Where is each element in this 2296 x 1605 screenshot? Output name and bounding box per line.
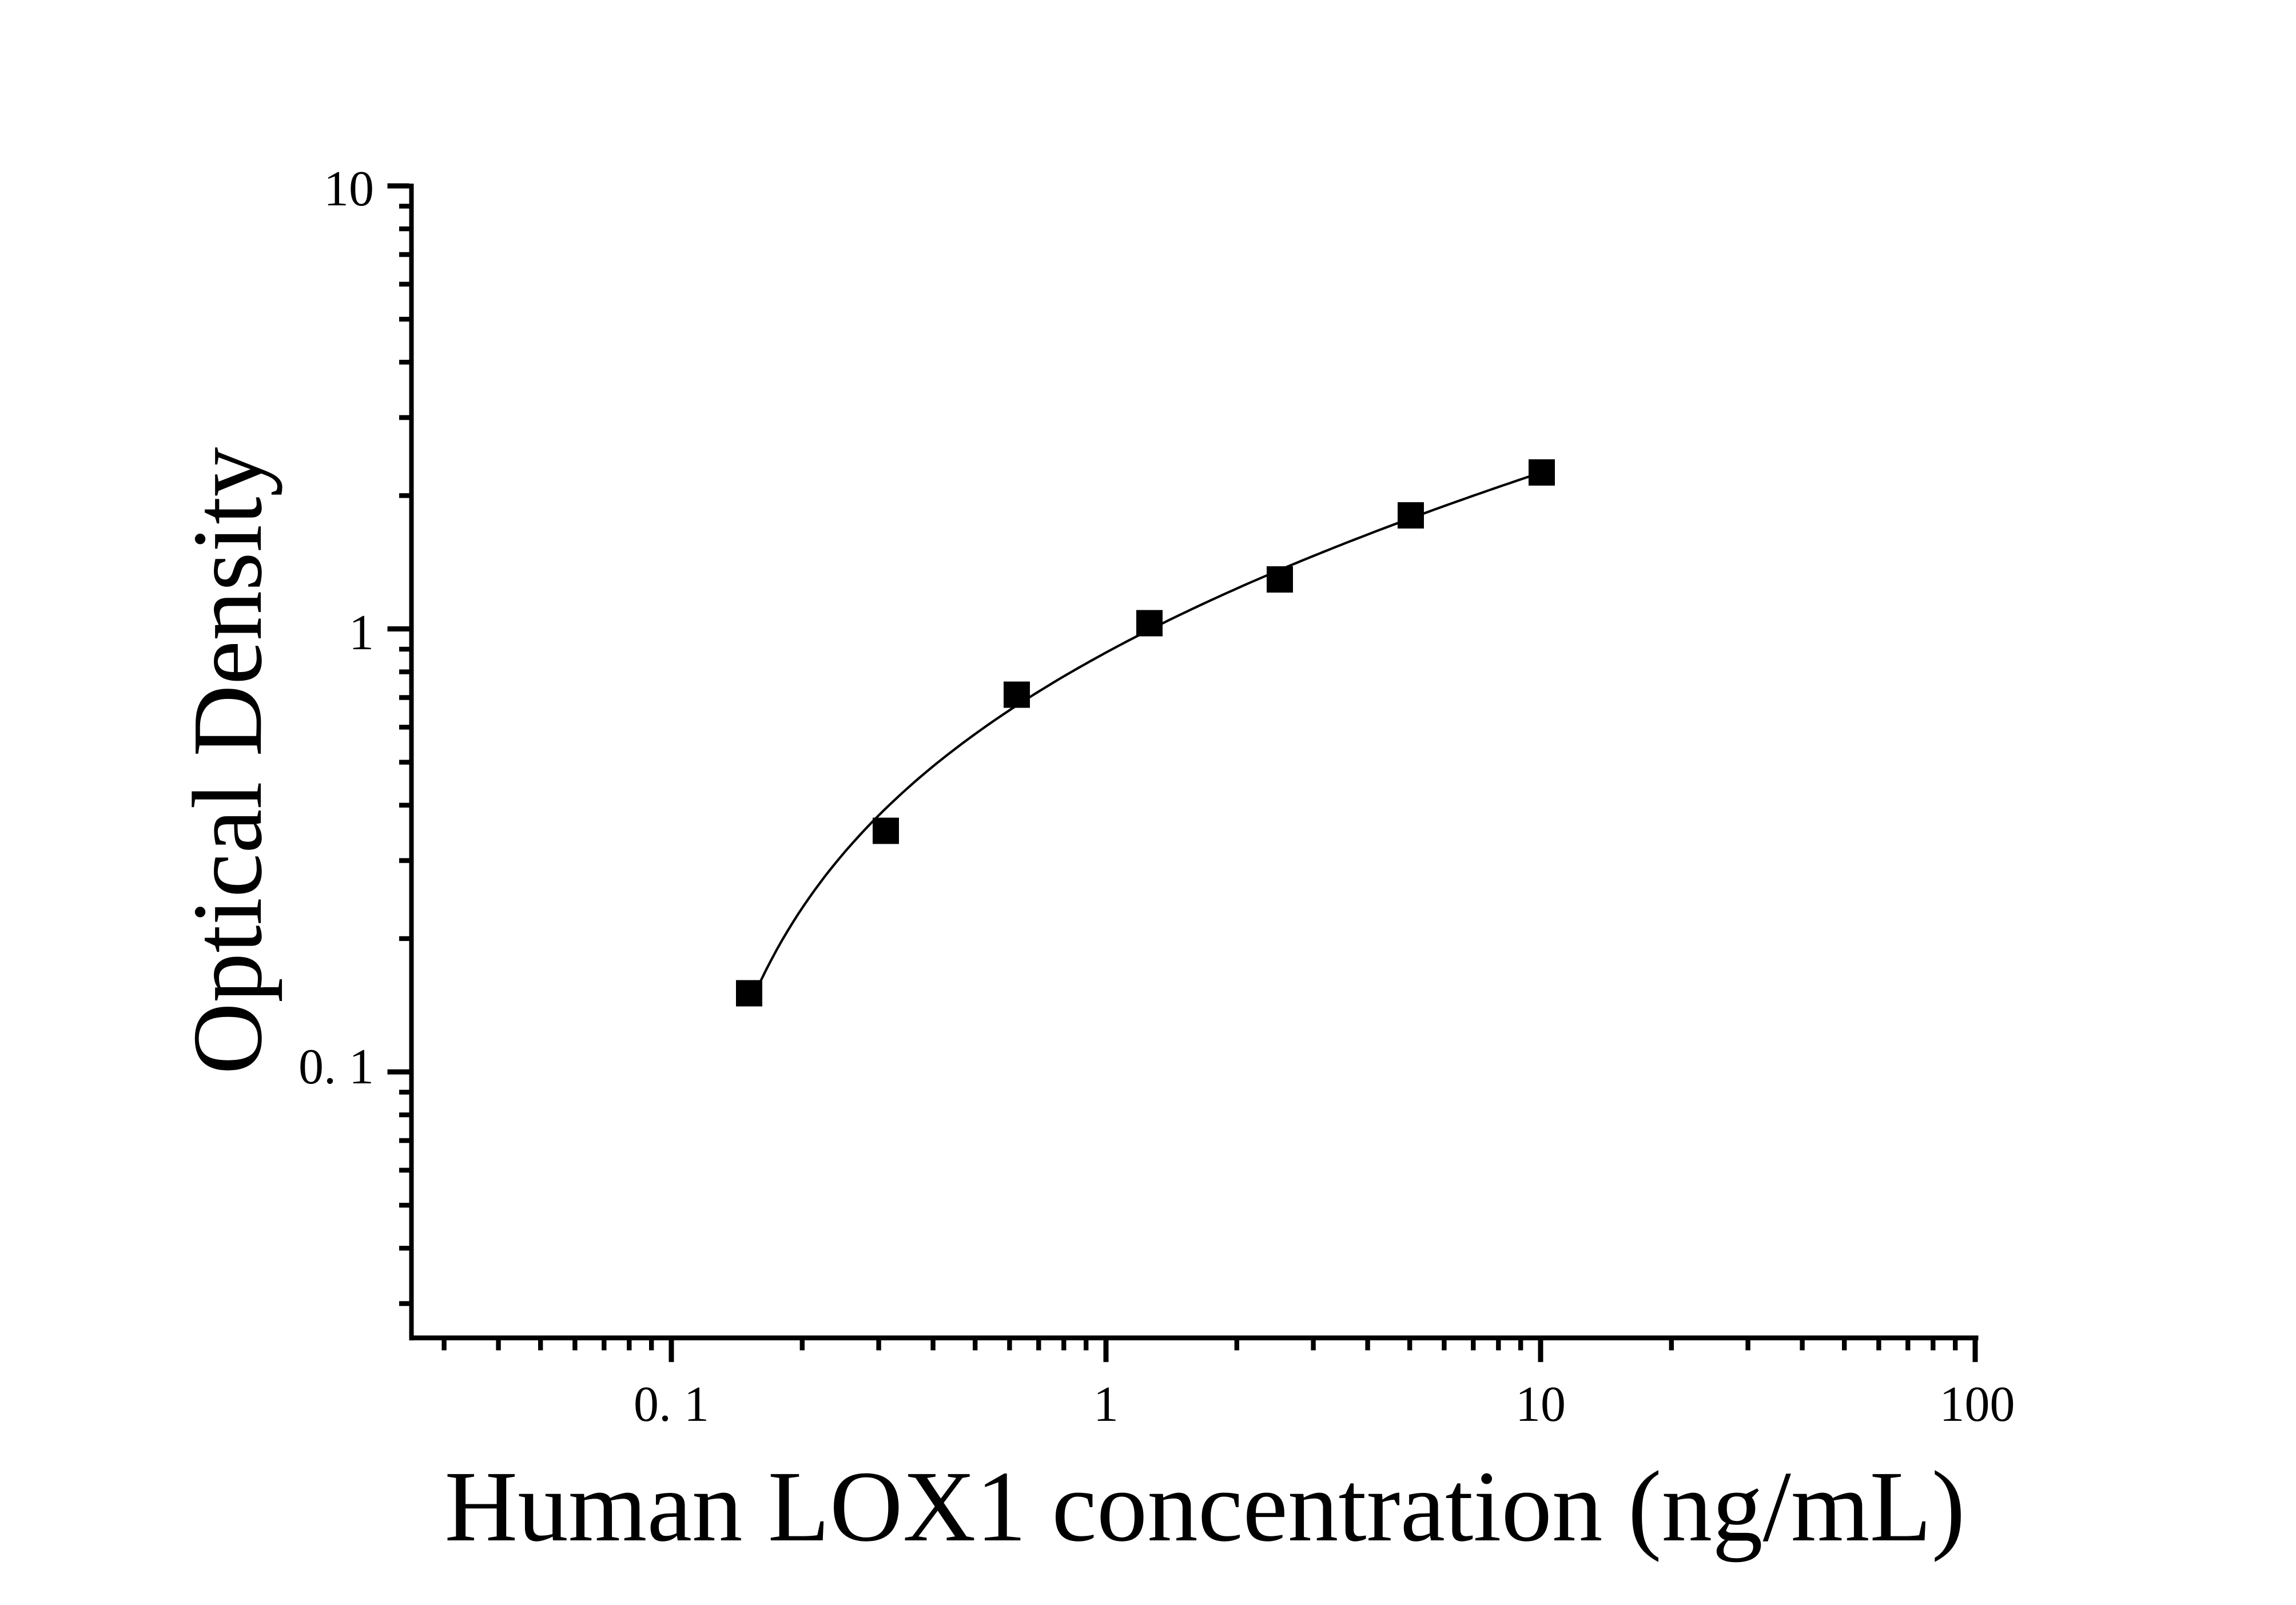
svg-text:10: 10 bbox=[1515, 1377, 1566, 1432]
svg-text:1: 1 bbox=[349, 605, 374, 661]
svg-text:100: 100 bbox=[1940, 1377, 2015, 1432]
svg-text:10: 10 bbox=[324, 161, 374, 217]
svg-text:Optical Density: Optical Density bbox=[172, 447, 282, 1075]
svg-text:1: 1 bbox=[1093, 1377, 1119, 1432]
svg-text:Human LOX1 concentration (ng/m: Human LOX1 concentration (ng/mL) bbox=[444, 1451, 1965, 1563]
svg-text:0. 1: 0. 1 bbox=[634, 1377, 709, 1432]
svg-text:0. 1: 0. 1 bbox=[299, 1039, 374, 1095]
